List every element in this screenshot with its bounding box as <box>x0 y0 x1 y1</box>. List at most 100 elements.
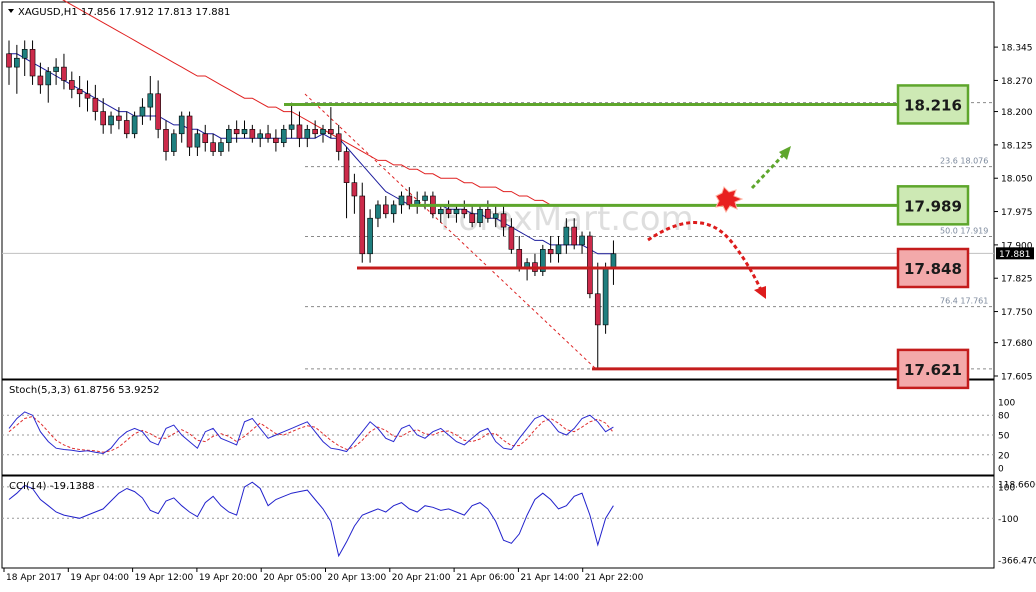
candle-bearish <box>328 107 334 139</box>
price-tick-label: 17.825 <box>1001 275 1033 285</box>
candle-bearish <box>406 187 413 210</box>
candle-bearish <box>571 218 578 250</box>
candle-body <box>37 75 44 86</box>
candle-body <box>202 133 209 143</box>
candle-bearish <box>312 120 318 139</box>
candle-bearish <box>335 124 342 161</box>
candle-body <box>29 49 36 77</box>
level-label: 17.621 <box>904 361 962 379</box>
cci-tick-label: 118.6606 <box>998 481 1036 491</box>
candle-bearish <box>445 200 452 219</box>
projection-arrows <box>647 146 791 299</box>
price-tick-label: 18.125 <box>1001 141 1033 151</box>
candle-body <box>312 129 318 135</box>
candle-body <box>241 129 248 135</box>
candlestick-layer <box>6 40 617 370</box>
candle-bullish <box>178 111 185 143</box>
candle-body <box>210 142 216 152</box>
candle-body <box>359 195 366 255</box>
candle-body <box>273 137 279 143</box>
candle-body <box>602 266 609 326</box>
candle-bearish <box>116 107 122 130</box>
time-tick-label: 21 Apr 22:00 <box>585 573 644 583</box>
level-label: 17.848 <box>904 260 962 278</box>
time-tick-label: 20 Apr 21:00 <box>392 573 451 583</box>
candle-body <box>453 209 460 215</box>
candle-bullish <box>171 129 177 156</box>
candle-bearish <box>265 124 271 143</box>
candle-body <box>422 195 428 201</box>
candle-bearish <box>76 76 83 108</box>
candle-body <box>226 129 232 143</box>
cci-tick-label: 100 <box>998 483 1015 493</box>
candle-bearish <box>92 84 99 121</box>
candle-body <box>610 253 617 268</box>
level-box-support <box>896 247 970 289</box>
candle-bullish <box>492 204 499 228</box>
candle-body <box>398 195 405 206</box>
stoch-info: Stoch(5,3,3) 61.8756 53.9252 <box>9 385 160 396</box>
candle-body <box>69 80 75 90</box>
candle-bearish <box>6 40 12 85</box>
candle-bullish <box>45 67 52 103</box>
time-tick-label: 19 Apr 20:00 <box>199 573 258 583</box>
cci-panel-frame <box>1 475 995 569</box>
candle-body <box>335 133 342 152</box>
candle-bearish <box>210 133 216 156</box>
stoch-signal-line <box>8 415 614 453</box>
candle-bullish <box>367 209 373 263</box>
cci-tick-label: -100 <box>998 515 1019 525</box>
candle-body <box>108 115 114 126</box>
fib-trendline <box>304 93 597 370</box>
candle-bullish <box>280 124 287 148</box>
price-tick-label: 17.680 <box>1001 339 1033 349</box>
axis-layer: 18.345 18.270 18.200 18.125 18.050 17.975 17.9… <box>994 44 1034 383</box>
price-tick-label: 17.750 <box>1001 308 1033 318</box>
candle-body <box>139 106 146 117</box>
candle-bearish <box>249 124 256 143</box>
cci-line <box>8 481 614 558</box>
candle-bullish <box>398 191 405 214</box>
fib-level-label: 23.6 18.076 <box>940 157 988 166</box>
candle-body <box>257 133 264 139</box>
bearish-arrow-line <box>647 221 764 293</box>
candle-bullish <box>437 204 444 223</box>
candle-body <box>492 213 499 219</box>
stoch-main-line <box>8 411 614 455</box>
dropdown-triangle-icon[interactable] <box>8 9 14 13</box>
candle-bullish <box>288 102 295 139</box>
candle-body <box>218 142 224 152</box>
candle-body <box>76 89 83 95</box>
symbol-info: XAGUSD,H1 17.856 17.912 17.813 17.881 <box>18 7 230 18</box>
candle-body <box>123 120 130 135</box>
candle-body <box>579 235 585 246</box>
candle-body <box>296 124 303 139</box>
candle-body <box>163 129 169 152</box>
candle-bearish <box>155 80 161 139</box>
candle-body <box>155 93 161 130</box>
current-price-label: 17.881 <box>999 250 1031 260</box>
price-tick-label: 17.605 <box>1001 373 1033 383</box>
stoch-tick-label: 50 <box>998 432 1010 442</box>
candle-bearish <box>61 53 67 90</box>
level-label: 17.989 <box>904 197 962 215</box>
candle-bearish <box>29 40 36 85</box>
candle-bearish <box>233 120 240 143</box>
candle-body <box>375 204 381 219</box>
candle-body <box>477 209 483 223</box>
stoch-tick-label: 100 <box>998 399 1015 409</box>
candle-body <box>367 217 373 255</box>
candle-body <box>547 249 554 255</box>
candle-bullish <box>194 129 201 156</box>
main-panel-frame <box>1 1 995 380</box>
candle-body <box>390 204 397 215</box>
candle-body <box>328 129 334 135</box>
candle-bearish <box>351 173 358 214</box>
candle-body <box>147 93 154 108</box>
candle-body <box>116 115 122 121</box>
candle-bullish <box>139 98 146 125</box>
candle-bearish <box>100 98 106 134</box>
level-box-resistance <box>896 84 970 125</box>
